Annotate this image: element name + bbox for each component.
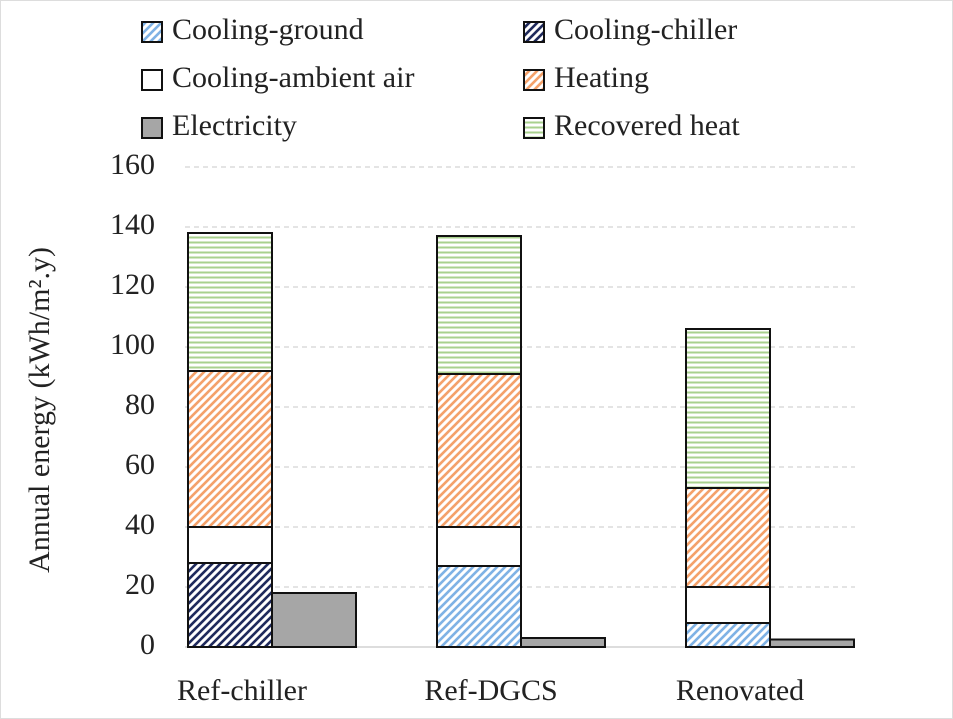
bar-segment <box>187 232 273 372</box>
y-axis-title: Annual energy (kWh/m².y) <box>23 247 56 573</box>
y-tick-label: 100 <box>110 328 155 361</box>
bar-segment <box>685 622 771 648</box>
y-tick-label: 120 <box>110 268 155 301</box>
legend-label: Cooling-ambient air <box>172 61 414 94</box>
bar-segment <box>685 487 771 588</box>
bar-segment <box>271 592 357 648</box>
y-tick-label: 40 <box>125 508 155 541</box>
bar-segment <box>436 373 522 528</box>
legend-label: Recovered heat <box>554 109 740 142</box>
bar-segment <box>187 562 273 648</box>
legend-swatch <box>523 117 545 139</box>
bar-segment <box>436 526 522 567</box>
bar-segment <box>685 586 771 624</box>
legend-swatch <box>141 117 163 139</box>
bar-segment <box>520 637 606 648</box>
legend-swatch <box>523 21 545 43</box>
bar-segment <box>187 370 273 528</box>
legend-swatch <box>523 69 545 91</box>
y-tick-label: 80 <box>125 388 155 421</box>
legend-label: Heating <box>554 61 649 94</box>
y-tick-label: 0 <box>140 628 155 661</box>
y-tick-label: 20 <box>125 568 155 601</box>
y-tick-label: 60 <box>125 448 155 481</box>
bar-segment <box>769 638 855 648</box>
x-tick-label: Renovated <box>676 674 804 707</box>
legend-swatch <box>141 69 163 91</box>
bar-segment <box>187 526 273 564</box>
bar-segment <box>685 328 771 489</box>
legend-label: Cooling-chiller <box>554 13 737 46</box>
bar-segment <box>436 565 522 648</box>
legend-label: Electricity <box>172 109 297 142</box>
y-tick-label: 140 <box>110 208 155 241</box>
legend-label: Cooling-ground <box>172 13 364 46</box>
bar-segment <box>436 235 522 375</box>
legend-swatch <box>141 21 163 43</box>
x-tick-label: Ref-chiller <box>177 674 307 707</box>
y-tick-label: 160 <box>110 148 155 181</box>
x-tick-label: Ref-DGCS <box>424 674 557 707</box>
